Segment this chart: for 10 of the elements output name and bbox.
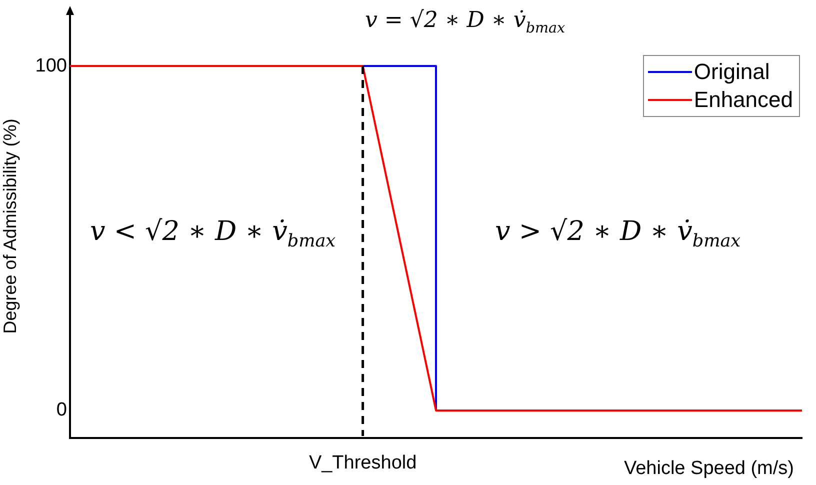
- y-tick-label: 100: [35, 55, 67, 76]
- annotation: v > √2 ∗ D ∗ v̇$_{bmax}$: [495, 216, 741, 252]
- legend-label: Enhanced: [694, 86, 793, 114]
- x-axis-title: Vehicle Speed (m/s): [624, 458, 794, 480]
- annotation: v < √2 ∗ D ∗ v̇$_{bmax}$: [90, 216, 336, 252]
- annotation: v = √2 ∗ D ∗ v̇$_{bmax}$: [365, 8, 566, 36]
- y-tick-label: 0: [56, 400, 67, 421]
- y-axis-title: Degree of Admissibility (%): [0, 118, 20, 334]
- x-tick-label: V_Threshold: [308, 452, 417, 474]
- legend-label: Original: [694, 58, 770, 86]
